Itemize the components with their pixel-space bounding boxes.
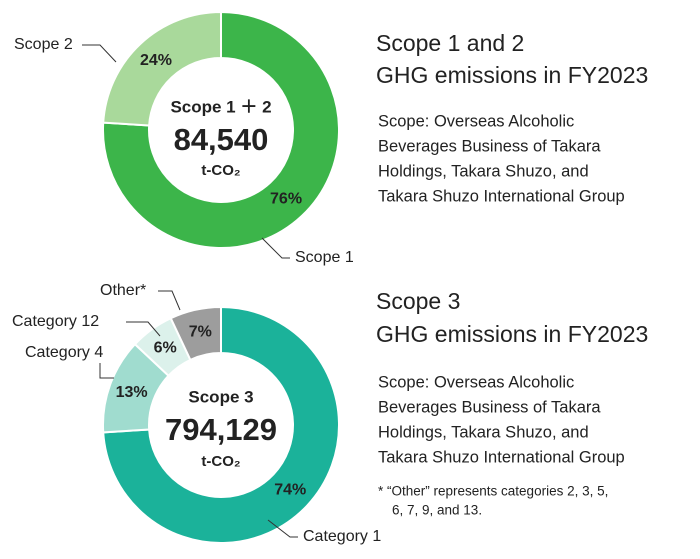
footnote: * “Other” represents categories 2, 3, 5, bbox=[378, 484, 608, 499]
center-text: t-CO₂ bbox=[201, 162, 240, 179]
category-label: Other* bbox=[100, 282, 146, 299]
leader-line bbox=[267, 519, 298, 538]
leader-line bbox=[126, 321, 161, 337]
leader-line bbox=[99, 363, 114, 379]
value-label: 13% bbox=[116, 384, 148, 401]
description: Beverages Business of Takara bbox=[378, 137, 601, 155]
value-label: 24% bbox=[140, 52, 172, 69]
description: Holdings, Takara Shuzo, and bbox=[378, 423, 589, 441]
value-label: 74% bbox=[274, 481, 306, 498]
description: Scope: Overseas Alcoholic bbox=[378, 112, 574, 130]
category-label: Scope 1 bbox=[295, 249, 354, 266]
center-text: Scope 3 bbox=[188, 387, 253, 406]
footnote: 6, 7, 9, and 13. bbox=[392, 503, 482, 518]
center-text: t-CO₂ bbox=[201, 453, 240, 470]
leader-line bbox=[82, 44, 117, 63]
title: GHG emissions in FY2023 bbox=[376, 62, 648, 88]
category-label: Scope 2 bbox=[14, 36, 73, 53]
donut-segment bbox=[102, 10, 340, 249]
description: Takara Shuzo International Group bbox=[378, 448, 625, 466]
donut-segment bbox=[102, 10, 222, 127]
description: Holdings, Takara Shuzo, and bbox=[378, 162, 589, 180]
description: Takara Shuzo International Group bbox=[378, 187, 625, 205]
value-label: 7% bbox=[189, 324, 212, 341]
value-label: 76% bbox=[270, 190, 302, 207]
donut-segment bbox=[102, 305, 340, 544]
leader-line bbox=[158, 290, 181, 311]
description: Scope: Overseas Alcoholic bbox=[378, 373, 574, 391]
description: Beverages Business of Takara bbox=[378, 398, 601, 416]
title: GHG emissions in FY2023 bbox=[376, 321, 648, 347]
value-label: 6% bbox=[154, 339, 177, 356]
title: Scope 3 bbox=[376, 288, 460, 314]
category-label: Category 12 bbox=[12, 313, 99, 330]
center-text: Scope 1 ＋ 2 bbox=[170, 97, 271, 116]
center-text: 84,540 bbox=[174, 122, 269, 157]
leader-line bbox=[261, 237, 290, 259]
title: Scope 1 and 2 bbox=[376, 30, 524, 56]
center-text: 794,129 bbox=[165, 412, 277, 447]
category-label: Category 1 bbox=[303, 528, 381, 545]
category-label: Category 4 bbox=[25, 344, 103, 361]
donut-segment bbox=[169, 305, 222, 362]
